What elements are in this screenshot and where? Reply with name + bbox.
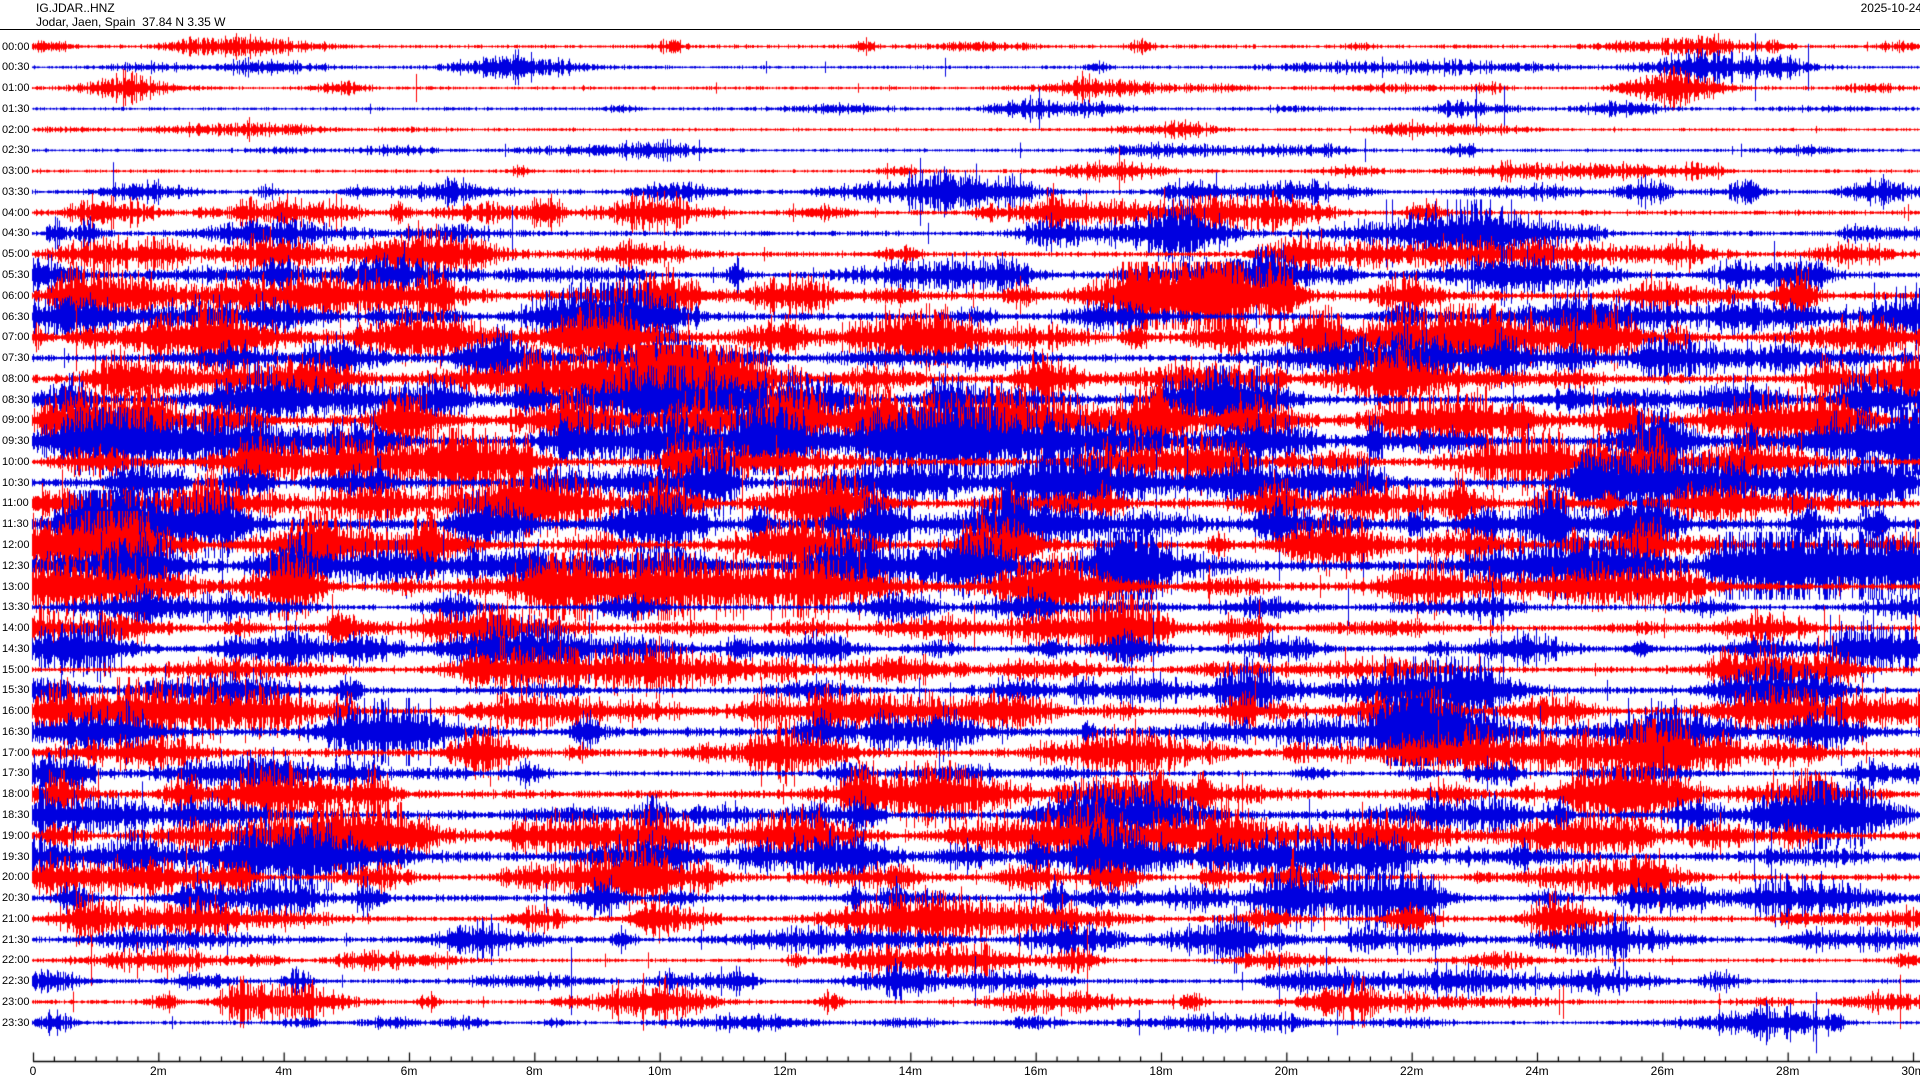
trace-time-label: 12:30	[2, 559, 30, 572]
trace-time-label: 11:30	[2, 518, 29, 531]
trace-time-label: 15:00	[2, 663, 30, 676]
trace-time-label: 02:30	[2, 144, 30, 157]
trace-time-label: 16:30	[2, 725, 30, 738]
trace-time-label: 00:00	[2, 40, 30, 53]
x-axis-tick-label: 22m	[1399, 1063, 1424, 1078]
trace-time-label: 23:00	[2, 995, 30, 1008]
trace-time-label: 18:30	[2, 808, 30, 821]
trace-time-label: 05:00	[2, 248, 30, 261]
x-axis-tick-label: 12m	[773, 1063, 797, 1078]
trace-time-label: 19:00	[2, 829, 30, 842]
trace-time-label: 17:00	[2, 746, 30, 759]
x-axis-tick-label: 4m	[275, 1063, 292, 1078]
trace-time-label: 01:30	[2, 102, 30, 115]
trace-time-label: 08:30	[2, 393, 30, 406]
trace-time-label: 14:30	[2, 642, 30, 655]
trace-time-label: 03:00	[2, 165, 30, 178]
trace-time-label: 06:00	[2, 289, 30, 302]
station-location-label: Jodar, Jaen, Spain 37.84 N 3.35 W	[36, 15, 226, 29]
x-axis-tick-label: 24m	[1525, 1063, 1549, 1078]
trace-time-label: 07:00	[2, 331, 30, 344]
x-axis-tick-label: 0	[29, 1063, 37, 1078]
date-label: 2025-10-24	[1860, 1, 1920, 15]
x-axis-tick-label: 30m	[1901, 1063, 1920, 1078]
trace-time-label: 21:00	[2, 912, 30, 925]
trace-time-label: 14:00	[2, 622, 30, 635]
trace-time-label: 22:00	[2, 954, 30, 967]
trace-time-label: 03:30	[2, 185, 30, 198]
trace-time-label: 00:30	[2, 61, 30, 74]
trace-time-label: 09:00	[2, 414, 30, 427]
trace-time-label: 17:30	[2, 767, 30, 780]
trace-time-label: 02:00	[2, 123, 30, 136]
trace-time-label: 12:00	[2, 538, 30, 551]
x-axis-tick-label: 16m	[1023, 1063, 1048, 1078]
trace-time-label: 13:00	[2, 580, 30, 593]
trace-time-label: 01:00	[2, 82, 30, 95]
trace-time-label: 16:00	[2, 705, 30, 718]
station-code-label: IG.JDAR..HNZ	[36, 1, 115, 15]
trace-time-label: 23:30	[2, 1016, 30, 1029]
x-axis-tick-label: 2m	[149, 1063, 167, 1078]
trace-time-label: 11:00	[2, 497, 29, 510]
x-axis-tick-label: 6m	[400, 1063, 418, 1078]
trace-time-label: 20:30	[2, 892, 30, 905]
trace-time-label: 05:30	[2, 268, 30, 281]
trace-time-label: 20:00	[2, 871, 30, 884]
trace-time-label: 08:00	[2, 372, 30, 385]
trace-time-label: 13:30	[2, 601, 30, 614]
trace-time-label: 04:30	[2, 227, 30, 240]
trace-time-label: 22:30	[2, 975, 30, 988]
trace-time-label: 09:30	[2, 435, 30, 448]
trace-time-label: 19:30	[2, 850, 30, 863]
trace-time-label: 18:00	[2, 788, 30, 801]
trace-time-label: 07:30	[2, 352, 30, 365]
trace-time-label: 21:30	[2, 933, 30, 946]
x-axis-tick-label: 14m	[898, 1063, 922, 1078]
x-axis-tick-label: 28m	[1775, 1063, 1800, 1078]
x-axis-tick-label: 26m	[1650, 1063, 1674, 1078]
x-axis-tick-label: 20m	[1274, 1063, 1298, 1078]
trace-time-label: 15:30	[2, 684, 30, 697]
header-divider	[0, 29, 1920, 30]
x-axis-tick-label: 8m	[525, 1063, 543, 1078]
trace-time-label: 10:30	[2, 476, 30, 489]
trace-time-label: 04:00	[2, 206, 30, 219]
trace-time-label: 06:30	[2, 310, 30, 323]
x-axis-tick-label: 10m	[647, 1063, 672, 1078]
x-axis-tick-label: 18m	[1149, 1063, 1173, 1078]
trace-time-label: 10:00	[2, 455, 30, 468]
